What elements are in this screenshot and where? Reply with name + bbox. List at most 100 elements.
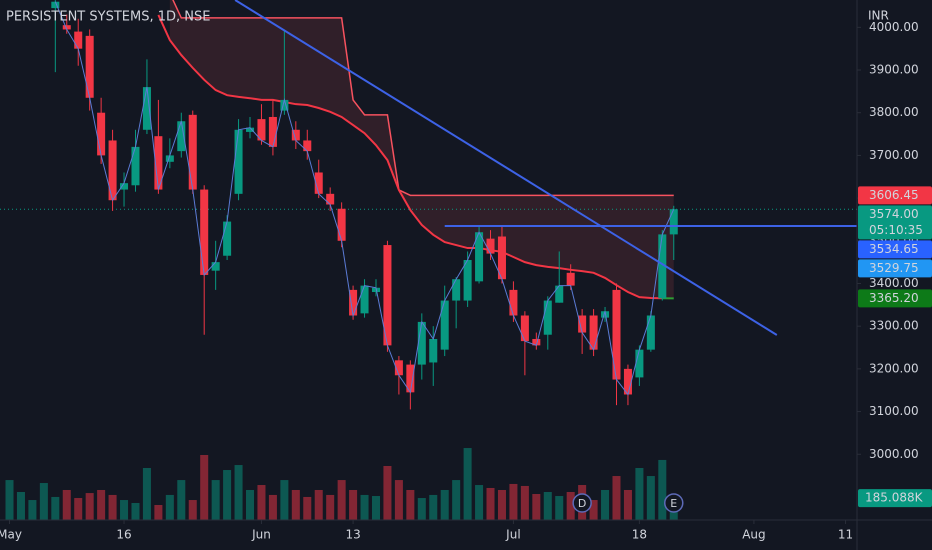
candle-body [131, 146, 140, 186]
candle-body [234, 129, 243, 194]
volume-label-bg [858, 489, 932, 508]
volume-bar [532, 494, 541, 520]
y-tick-label: 3100.00 [869, 404, 919, 418]
volume-bar [177, 480, 186, 520]
volume-bar [543, 491, 552, 520]
candle-body [280, 99, 289, 111]
volume-bar [154, 504, 163, 520]
volume-bar [417, 498, 426, 520]
candle-body [646, 315, 655, 350]
candle-body [177, 121, 186, 152]
candle-body [635, 349, 644, 378]
close-line [54, 1, 675, 396]
volume-bar [509, 483, 518, 520]
candle-body [612, 289, 621, 380]
price-label-bg [858, 289, 932, 308]
volume-bar [383, 465, 392, 520]
candle-body [658, 234, 667, 299]
candle-body [669, 209, 678, 235]
x-tick-label: 16 [116, 528, 131, 542]
candle-body [429, 338, 438, 363]
volume-bar [452, 480, 461, 520]
price-label-bg [858, 205, 932, 240]
volume-bar [623, 489, 632, 520]
candle-body [246, 127, 255, 132]
y-tick-label: 3700.00 [869, 148, 919, 162]
candle-body [211, 262, 220, 271]
x-tick-label: 13 [345, 528, 360, 542]
price-label-bg [858, 186, 932, 205]
price-label-bg [858, 259, 932, 278]
price-label: 3574.00 [869, 207, 919, 221]
volume-bar [257, 485, 266, 520]
y-tick-label: 3000.00 [869, 447, 919, 461]
candle-body [257, 119, 266, 141]
volume-bar [108, 494, 117, 520]
upper-band [172, 0, 674, 197]
volume-bar [555, 496, 564, 520]
volume-bar [246, 489, 255, 520]
candle-body [223, 221, 232, 256]
volume-bar [440, 489, 449, 520]
volume-bar [28, 500, 37, 520]
candle-body [578, 315, 587, 333]
candle-body [406, 364, 415, 393]
event-icon [664, 493, 684, 513]
candle-body [165, 155, 174, 162]
y-tick-label: 3800.00 [869, 105, 919, 119]
volume-bar [97, 489, 106, 520]
volume-bar [85, 493, 94, 520]
volume-bar [463, 448, 472, 520]
volume-bar [291, 489, 300, 520]
volume-bar [635, 468, 644, 520]
volume-bar [200, 455, 209, 520]
volume-bar [646, 476, 655, 520]
volume-bar [349, 489, 358, 520]
candle-body [74, 31, 83, 49]
countdown-label: 05:10:35 [869, 223, 923, 237]
volume-bar [120, 500, 129, 520]
x-tick-label: Jul [505, 528, 520, 542]
candle-body [97, 112, 106, 156]
price-label: 3365.20 [869, 291, 919, 305]
y-tick-label: 3900.00 [869, 63, 919, 77]
candle-body [154, 136, 163, 190]
x-tick-label: Jun [251, 528, 271, 542]
volume-bar [394, 480, 403, 520]
candle-body [200, 189, 209, 275]
candle-body [623, 368, 632, 395]
price-label: 3606.45 [869, 188, 919, 202]
x-tick-label: May [0, 528, 22, 542]
volume-bar [223, 470, 232, 520]
candle-body [475, 232, 484, 282]
volume-bar [601, 489, 610, 520]
event-label: E [670, 497, 677, 510]
volume-bar [566, 491, 575, 520]
volume-bar [429, 494, 438, 520]
volume-bar [131, 502, 140, 520]
currency: INR [868, 9, 889, 23]
volume-bar [326, 494, 335, 520]
volume-bar [39, 483, 48, 520]
candle-body [326, 193, 335, 205]
candle-body [452, 279, 461, 301]
x-tick-label: 18 [632, 528, 647, 542]
candle-body [291, 129, 300, 141]
trendline [234, 0, 778, 336]
axes: 3000.003100.003200.003300.003400.003500.… [0, 20, 932, 542]
volume-bar [280, 480, 289, 520]
volume-bar [188, 500, 197, 520]
volume-bar [406, 489, 415, 520]
y-tick-label: 3200.00 [869, 361, 919, 375]
candle-body [142, 87, 151, 130]
volume-bar [520, 485, 529, 520]
volume-bar [360, 494, 369, 520]
volume-bar [51, 496, 60, 520]
candle-body [440, 300, 449, 350]
candle-body [497, 236, 506, 280]
volume-bar [16, 491, 25, 520]
y-tick-label: 4000.00 [869, 20, 919, 34]
price-label-bg [858, 240, 932, 259]
chart-title: PERSISTENT SYSTEMS, 1D, NSE [6, 10, 210, 25]
